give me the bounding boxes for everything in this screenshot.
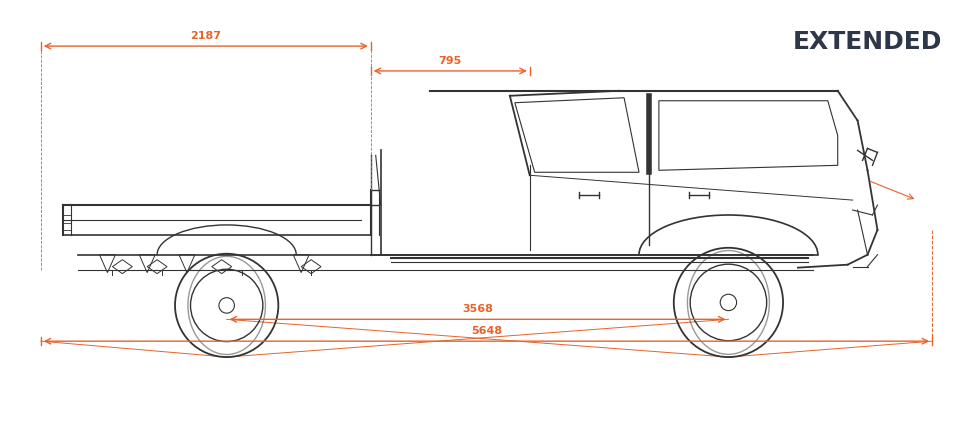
Text: EXTENDED: EXTENDED xyxy=(792,30,941,54)
Text: 2187: 2187 xyxy=(190,31,221,41)
Text: 3568: 3568 xyxy=(461,304,492,313)
Text: 795: 795 xyxy=(438,56,461,66)
Text: 5648: 5648 xyxy=(470,326,502,335)
